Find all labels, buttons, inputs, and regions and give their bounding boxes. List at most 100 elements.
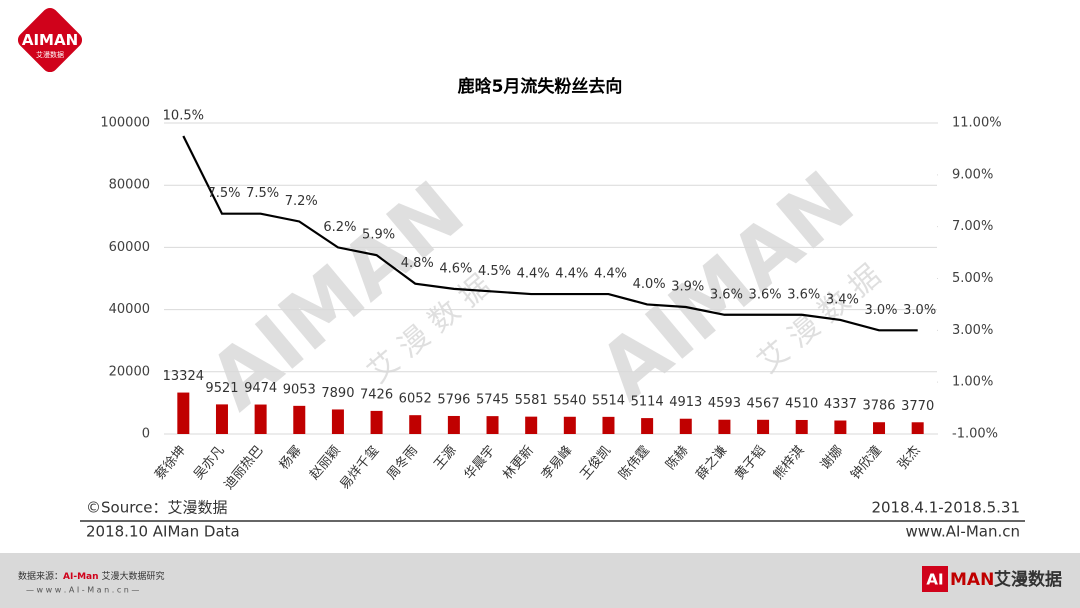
x-tick-label: 吴亦凡 — [190, 443, 227, 483]
x-tick-label: 王源 — [431, 443, 459, 473]
x-tick-label: 赵丽颖 — [307, 443, 344, 483]
edition: 2018.10 AIMan Data — [86, 523, 240, 541]
x-tick-label: 王俊凯 — [578, 443, 615, 483]
line-value-label: 4.5% — [478, 264, 511, 279]
x-tick-label: 李易峰 — [539, 443, 576, 483]
bar-value-label: 5796 — [437, 392, 470, 407]
y2-tick-label: 1.00% — [952, 375, 993, 390]
bar-value-label: 9521 — [205, 381, 238, 396]
y2-tick-label: 3.00% — [952, 323, 993, 338]
bar — [525, 416, 538, 434]
y-tick-label: 40000 — [109, 302, 150, 317]
x-tick-label: 谢娜 — [817, 443, 846, 473]
line-value-label: 4.4% — [555, 267, 588, 282]
x-tick-label: 陈伟霆 — [616, 443, 653, 483]
data-source: 数据来源：AI-Man 艾漫大数据研究 — [18, 570, 165, 582]
line-value-label: 3.4% — [826, 292, 859, 307]
bar-value-label: 4567 — [747, 396, 780, 411]
logo-man: MAN — [39, 31, 78, 49]
footer-logo-box — [922, 566, 948, 592]
x-tick-label: 黄子韬 — [732, 443, 769, 483]
bar-value-label: 5514 — [592, 393, 625, 408]
logo-badge — [17, 7, 83, 73]
y2-tick-label: 11.00% — [952, 116, 1002, 131]
bar-value-label: 7890 — [321, 386, 354, 401]
bar — [911, 422, 924, 434]
x-tick-label: 薛之谦 — [694, 443, 731, 483]
bar-value-label: 5114 — [631, 395, 664, 410]
line-value-label: 7.5% — [246, 186, 279, 201]
bar — [370, 410, 383, 434]
bar-value-label: 9474 — [244, 381, 277, 396]
y2-tick-label: 5.00% — [952, 271, 993, 286]
bar — [641, 418, 654, 434]
bar-value-label: 3770 — [901, 399, 934, 414]
bar — [254, 404, 267, 434]
y-tick-label: 100000 — [100, 116, 150, 131]
bar — [602, 416, 615, 434]
y-tick-label: 20000 — [109, 364, 150, 379]
bar — [447, 415, 460, 434]
bar-value-label: 7426 — [360, 387, 393, 402]
bar-value-label: 6052 — [399, 392, 432, 407]
footer-url: — w w w . A I - M a n . c n — — [26, 586, 139, 595]
bar — [486, 416, 499, 434]
line-value-label: 3.6% — [710, 287, 743, 302]
y-tick-label: 80000 — [109, 178, 150, 193]
bar-value-label: 3786 — [862, 399, 895, 414]
source: ©Source：艾漫数据 — [86, 499, 228, 517]
bar — [718, 419, 731, 434]
bar-value-label: 4510 — [785, 396, 818, 411]
line-value-label: 3.6% — [749, 287, 782, 302]
bar — [293, 405, 306, 434]
bar — [563, 416, 576, 434]
line-value-label: 3.9% — [671, 280, 704, 295]
logo: AIMAN 艾漫数据 — [17, 7, 83, 73]
bar — [177, 392, 190, 434]
website: www.AI-Man.cn — [906, 523, 1020, 541]
x-tick-label: 林更新 — [500, 443, 537, 483]
watermark-brand: AIMAN — [582, 154, 872, 418]
data-source-prefix: 数据来源： — [18, 570, 63, 582]
bar-value-label: 4593 — [708, 396, 741, 411]
logo-text: AIMAN — [22, 31, 78, 49]
logo-cn: 艾漫数据 — [36, 50, 64, 59]
line-value-label: 6.2% — [323, 220, 356, 235]
line-value-label: 3.0% — [865, 303, 898, 318]
x-tick-label: 陈赫 — [663, 443, 692, 473]
footer-logo-cn: 艾漫数据 — [994, 569, 1062, 590]
line — [182, 135, 918, 332]
line-value-label: 7.5% — [207, 186, 240, 201]
y2-tick-label: 7.00% — [952, 219, 993, 234]
line-value-label: 7.2% — [285, 194, 318, 209]
line-value-label: 4.6% — [439, 261, 472, 276]
bar-value-label: 4337 — [824, 397, 857, 412]
line-value-label: 4.0% — [633, 277, 666, 292]
x-tick-label: 钟欣潼 — [847, 443, 884, 483]
x-tick-label: 易烊千玺 — [337, 443, 382, 492]
line-value-label: 4.8% — [401, 256, 434, 271]
y2-tick-label: 9.00% — [952, 167, 993, 182]
bar-value-label: 5540 — [553, 393, 586, 408]
chart-title: 鹿晗5月流失粉丝去向 — [458, 76, 623, 97]
footer-logo-ai: AI — [926, 571, 943, 589]
footer-logo-man: MAN — [950, 570, 994, 590]
line-value-label: 3.6% — [787, 287, 820, 302]
bar-value-label: 9053 — [283, 382, 316, 397]
bar-value-label: 13324 — [163, 369, 204, 384]
date-range: 2018.4.1-2018.5.31 — [871, 499, 1020, 517]
x-tick-label: 熊梓淇 — [770, 443, 807, 483]
line-value-label: 10.5% — [163, 108, 204, 123]
bar — [757, 419, 770, 434]
footer-band — [0, 553, 1080, 608]
x-tick-label: 杨幂 — [277, 443, 305, 473]
y2-tick-label: -1.00% — [952, 427, 998, 442]
x-tick-label: 张杰 — [895, 443, 923, 473]
x-tick-label: 华晨宇 — [462, 443, 499, 483]
bar — [679, 418, 692, 434]
line-value-label: 4.4% — [517, 267, 550, 282]
data-source-rest: 艾漫大数据研究 — [102, 570, 165, 582]
line-value-label: 5.9% — [362, 228, 395, 243]
data-source-brand: AI-Man — [63, 572, 99, 582]
